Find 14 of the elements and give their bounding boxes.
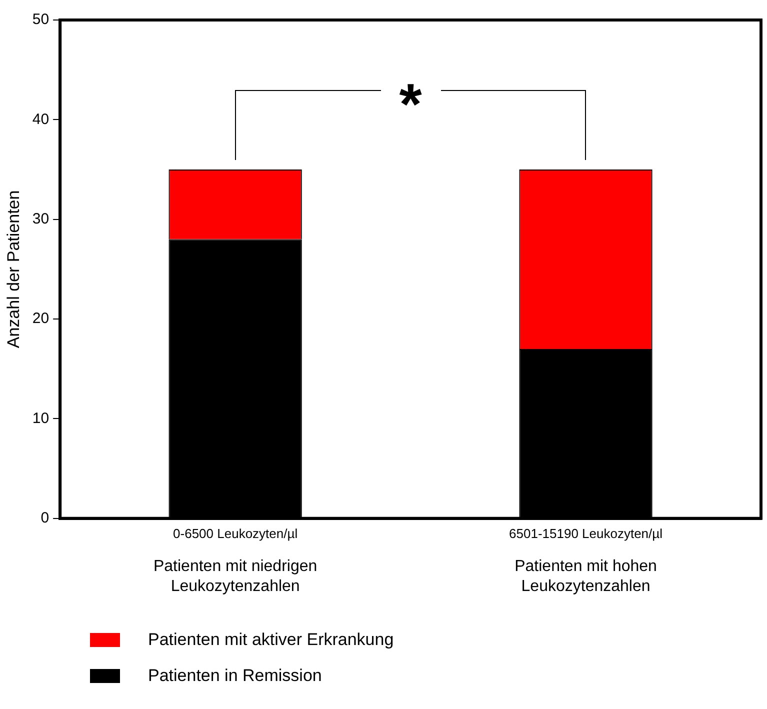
y-tick-label: 0 — [40, 510, 50, 527]
y-tick-label: 10 — [32, 410, 50, 427]
y-tick-label: 40 — [32, 110, 50, 128]
text: Patienten mit niedrigen Leukozytenzahlen — [153, 558, 318, 595]
legend-label: Patienten in Remission — [148, 666, 322, 686]
x-tick-label: 0-6500 Leukozyten/µl — [173, 526, 298, 541]
legend-label: Patienten mit aktiver Erkrankung — [148, 630, 394, 650]
y-tick-label: 20 — [32, 310, 50, 328]
y-tick-label: 30 — [32, 210, 50, 228]
y-axis-title: Anzahl der Patienten — [4, 190, 23, 348]
x-tick-label: 6501-15190 Leukozyten/µl — [509, 526, 663, 541]
annotation: * — [398, 72, 423, 137]
text: Patienten mit hohen Leukozytenzahlen — [514, 558, 657, 595]
y-tick-label: 50 — [32, 11, 50, 28]
